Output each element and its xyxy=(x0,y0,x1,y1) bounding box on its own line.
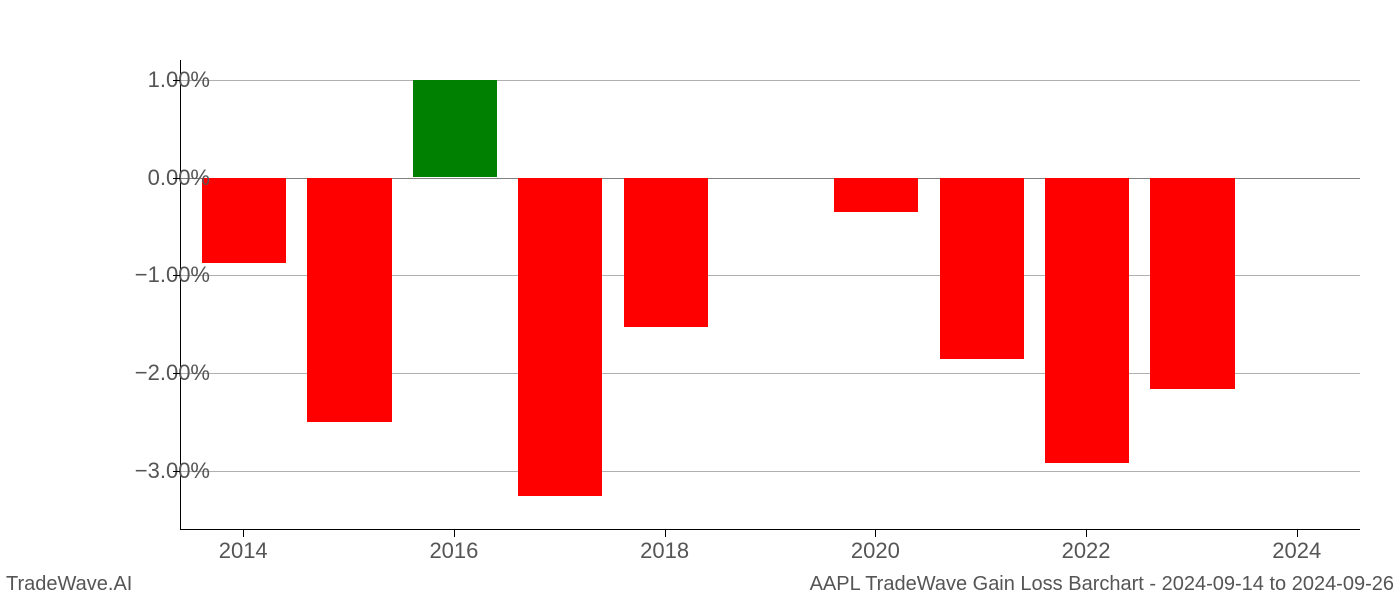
footer-left-text: TradeWave.AI xyxy=(6,573,132,596)
x-tick-mark xyxy=(1297,530,1298,537)
x-tick-mark xyxy=(243,530,244,537)
bar-2015 xyxy=(307,178,391,423)
x-tick-mark xyxy=(1086,530,1087,537)
x-tick-label: 2018 xyxy=(640,538,689,564)
x-tick-label: 2022 xyxy=(1062,538,1111,564)
x-tick-label: 2024 xyxy=(1272,538,1321,564)
y-tick-mark xyxy=(173,80,180,81)
x-tick-label: 2020 xyxy=(851,538,900,564)
y-tick-mark xyxy=(173,471,180,472)
bar-2022 xyxy=(1045,178,1129,464)
footer-right-text: AAPL TradeWave Gain Loss Barchart - 2024… xyxy=(810,573,1394,596)
gridline xyxy=(181,80,1360,81)
y-tick-mark xyxy=(173,178,180,179)
x-tick-mark xyxy=(665,530,666,537)
bar-2018 xyxy=(624,178,708,328)
bar-2017 xyxy=(518,178,602,496)
plot-box xyxy=(180,60,1360,530)
x-tick-mark xyxy=(454,530,455,537)
gridline xyxy=(181,471,1360,472)
x-tick-label: 2016 xyxy=(429,538,478,564)
x-tick-mark xyxy=(875,530,876,537)
y-tick-mark xyxy=(173,373,180,374)
chart-plot-area xyxy=(180,60,1360,530)
bar-2023 xyxy=(1150,178,1234,390)
x-tick-label: 2014 xyxy=(219,538,268,564)
bar-2016 xyxy=(413,80,497,178)
bar-2020 xyxy=(834,178,918,212)
y-tick-mark xyxy=(173,275,180,276)
bar-2014 xyxy=(202,178,286,263)
bar-2021 xyxy=(940,178,1024,359)
